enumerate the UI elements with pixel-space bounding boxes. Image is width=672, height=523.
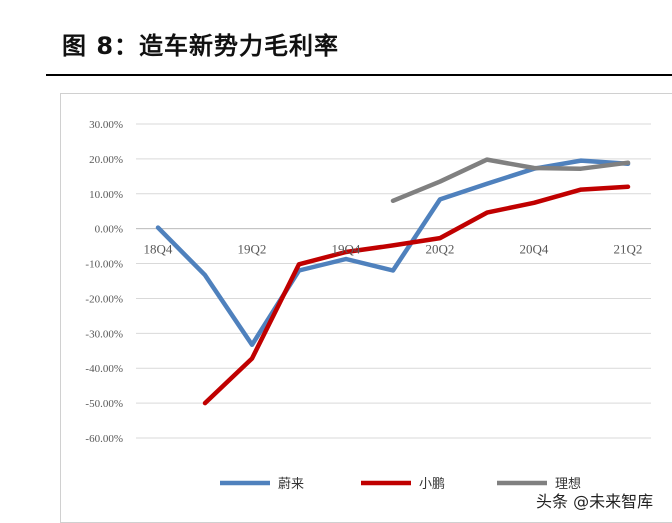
x-tick-label: 20Q2 bbox=[426, 242, 455, 257]
watermark: 头条 @未来智库 bbox=[536, 492, 654, 511]
line-chart: 30.00% 20.00% 10.00% 0.00% -10.00% -20.00% -30… bbox=[85, 119, 651, 492]
y-tick-label: 0.00% bbox=[95, 224, 123, 236]
legend-label: 理想 bbox=[555, 476, 581, 492]
y-tick-label: -20.00% bbox=[85, 293, 123, 305]
y-tick-label: 30.00% bbox=[89, 119, 123, 131]
y-axis-ticks: 30.00% 20.00% 10.00% 0.00% -10.00% -20.00% -30… bbox=[85, 119, 123, 445]
x-tick-label: 18Q4 bbox=[144, 242, 173, 257]
x-tick-label: 20Q4 bbox=[520, 242, 549, 257]
x-tick-label: 21Q2 bbox=[614, 242, 643, 257]
series-line-0 bbox=[155, 158, 631, 348]
y-tick-label: 20.00% bbox=[89, 154, 123, 166]
y-tick-label: -40.00% bbox=[85, 363, 123, 375]
legend-label: 蔚来 bbox=[278, 477, 304, 492]
y-tick-label: -10.00% bbox=[85, 259, 123, 271]
series-line-1 bbox=[202, 184, 631, 406]
y-tick-label: -30.00% bbox=[85, 328, 123, 340]
x-tick-label: 19Q4 bbox=[332, 242, 361, 257]
legend: 蔚来 小鹏 理想 bbox=[220, 476, 581, 492]
y-tick-label: 10.00% bbox=[89, 189, 123, 201]
legend-label: 小鹏 bbox=[419, 477, 445, 492]
series-line-2 bbox=[390, 157, 631, 204]
y-tick-label: -60.00% bbox=[85, 433, 123, 445]
chart-frame: 30.00% 20.00% 10.00% 0.00% -10.00% -20.00% -30… bbox=[60, 93, 672, 523]
gridlines bbox=[136, 123, 651, 439]
series-lines bbox=[155, 157, 631, 406]
y-tick-label: -50.00% bbox=[85, 398, 123, 410]
x-tick-label: 19Q2 bbox=[238, 242, 267, 257]
figure-title: 图 8：造车新势力毛利率 bbox=[62, 32, 340, 60]
title-divider bbox=[46, 74, 672, 76]
x-axis-ticks: 18Q4 19Q2 19Q4 20Q2 20Q4 21Q2 bbox=[144, 242, 643, 257]
